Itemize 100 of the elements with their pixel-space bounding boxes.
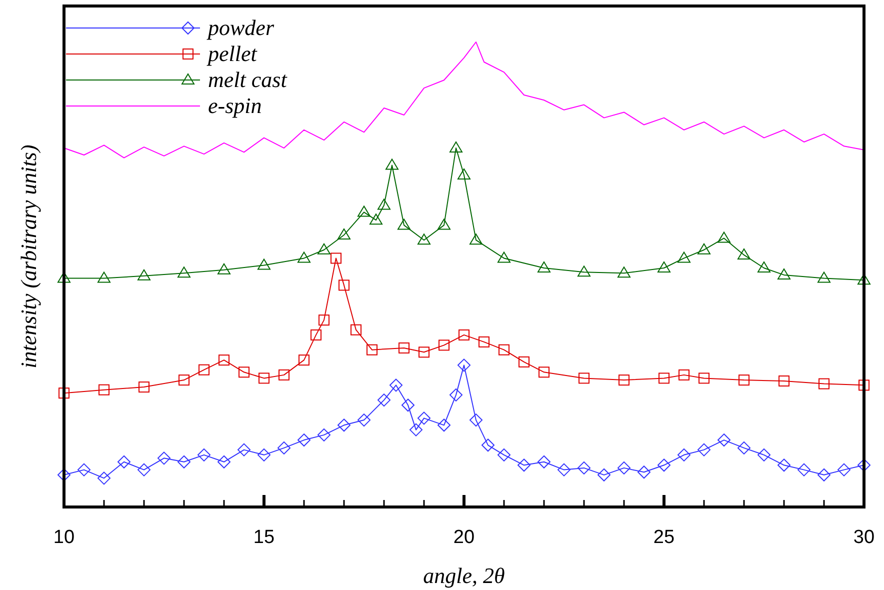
point bbox=[658, 372, 670, 384]
point bbox=[618, 374, 630, 386]
point bbox=[298, 252, 310, 263]
point bbox=[718, 232, 730, 243]
point bbox=[438, 418, 450, 432]
point bbox=[338, 228, 350, 240]
x-tick-label: 25 bbox=[653, 527, 675, 548]
point bbox=[658, 261, 670, 272]
point bbox=[678, 252, 690, 263]
point bbox=[818, 272, 830, 283]
point bbox=[78, 463, 90, 476]
point bbox=[482, 438, 494, 452]
point bbox=[178, 455, 190, 468]
legend-label: powder bbox=[206, 15, 274, 40]
x-tick-label: 10 bbox=[53, 527, 75, 548]
point bbox=[370, 214, 382, 225]
point bbox=[278, 369, 290, 380]
point bbox=[258, 448, 270, 462]
point bbox=[438, 218, 450, 230]
point bbox=[58, 468, 70, 482]
point bbox=[718, 434, 730, 447]
point bbox=[318, 243, 330, 254]
point bbox=[158, 452, 170, 465]
point bbox=[98, 272, 110, 283]
point bbox=[598, 468, 610, 482]
point bbox=[518, 356, 530, 368]
legend-label: pellet bbox=[206, 41, 258, 66]
point bbox=[218, 263, 230, 274]
point bbox=[478, 336, 490, 348]
point bbox=[378, 394, 390, 407]
point bbox=[698, 243, 710, 254]
point bbox=[538, 366, 550, 378]
point bbox=[458, 329, 470, 340]
series-label: e-spin bbox=[208, 93, 262, 118]
point bbox=[366, 344, 378, 356]
x-tick-label: 30 bbox=[853, 527, 875, 548]
point bbox=[298, 434, 310, 447]
point bbox=[338, 280, 350, 291]
point bbox=[858, 458, 870, 472]
point bbox=[458, 358, 470, 372]
point bbox=[338, 418, 350, 432]
point bbox=[578, 266, 590, 277]
point bbox=[758, 261, 770, 272]
point bbox=[658, 458, 670, 472]
point bbox=[450, 142, 462, 153]
legend-label: melt cast bbox=[208, 67, 288, 92]
point bbox=[350, 324, 362, 336]
point bbox=[418, 412, 430, 425]
point bbox=[518, 458, 530, 472]
point bbox=[390, 378, 402, 392]
point bbox=[498, 448, 510, 462]
point bbox=[578, 372, 590, 384]
point bbox=[858, 380, 870, 391]
point bbox=[98, 384, 110, 396]
point bbox=[218, 354, 230, 366]
point bbox=[638, 466, 650, 479]
point bbox=[438, 340, 450, 351]
point bbox=[738, 248, 750, 260]
point bbox=[738, 374, 750, 386]
point bbox=[618, 461, 630, 474]
x-axis-title: angle, 2θ bbox=[423, 563, 506, 588]
point bbox=[198, 448, 210, 462]
point bbox=[838, 463, 850, 476]
point bbox=[330, 252, 342, 264]
point bbox=[278, 441, 290, 454]
point bbox=[138, 382, 150, 393]
point bbox=[778, 375, 790, 386]
point bbox=[698, 372, 710, 384]
point bbox=[238, 443, 250, 456]
point bbox=[758, 448, 770, 462]
point bbox=[470, 234, 482, 245]
point bbox=[738, 441, 750, 454]
x-tick-label: 20 bbox=[453, 527, 475, 548]
point bbox=[58, 388, 70, 399]
point bbox=[198, 364, 210, 376]
point bbox=[450, 388, 462, 402]
point bbox=[118, 455, 130, 468]
point bbox=[178, 266, 190, 278]
point bbox=[578, 461, 590, 474]
y-axis-title: intensity (arbitrary units) bbox=[16, 144, 41, 368]
point bbox=[402, 398, 414, 412]
point bbox=[138, 463, 150, 476]
point bbox=[418, 346, 430, 358]
point bbox=[238, 366, 250, 378]
point bbox=[358, 414, 370, 427]
point bbox=[458, 168, 470, 180]
point bbox=[398, 218, 410, 230]
point bbox=[358, 206, 370, 217]
point bbox=[470, 414, 482, 427]
point bbox=[318, 428, 330, 442]
point bbox=[678, 448, 690, 462]
point bbox=[498, 344, 510, 356]
point bbox=[778, 268, 790, 280]
x-tick-label: 15 bbox=[253, 527, 275, 548]
point bbox=[678, 369, 690, 380]
point bbox=[558, 463, 570, 476]
point bbox=[818, 378, 830, 390]
point bbox=[218, 455, 230, 468]
point bbox=[818, 468, 830, 482]
point bbox=[258, 372, 270, 384]
